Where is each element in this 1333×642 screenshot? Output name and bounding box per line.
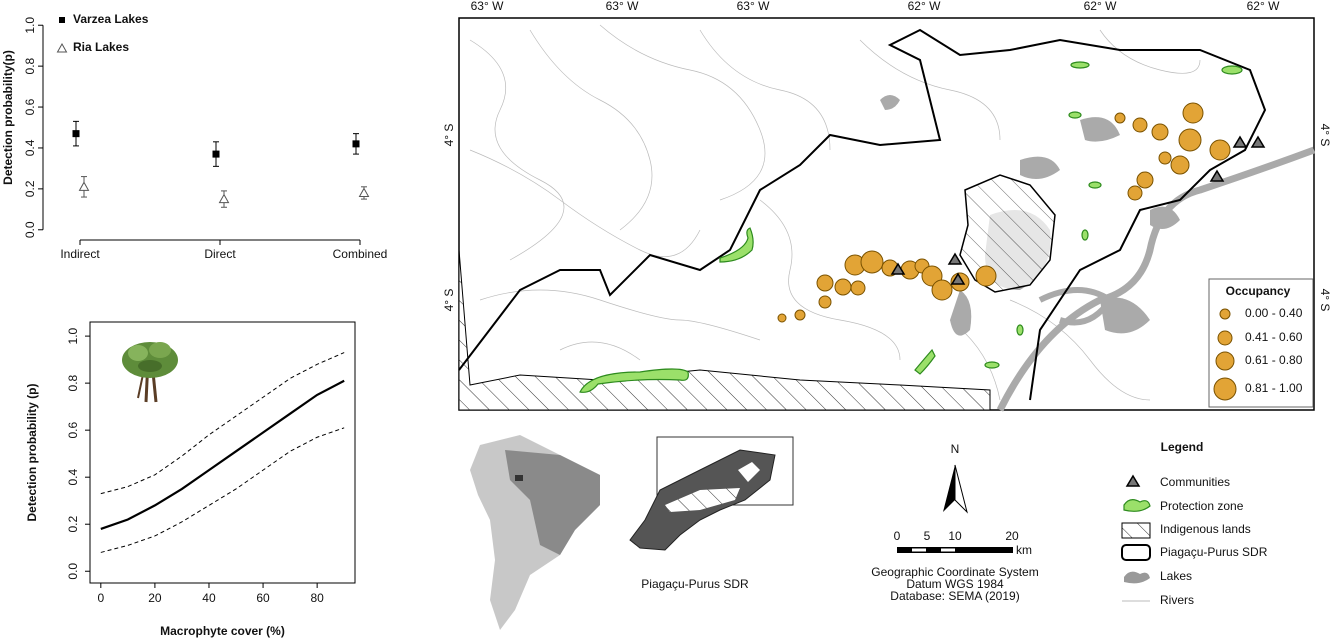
credit: Datum WGS 1984 bbox=[906, 577, 1004, 591]
legend-label: Varzea Lakes bbox=[73, 12, 149, 26]
legend-marker bbox=[59, 17, 65, 23]
y-axis-title: Detection probability (p) bbox=[25, 383, 39, 521]
legend-item: 0.41 - 0.60 bbox=[1245, 330, 1303, 344]
lon-label: 62° W bbox=[1084, 0, 1117, 13]
point bbox=[358, 187, 370, 197]
y-tick-label: 0.8 bbox=[66, 374, 80, 391]
x-tick-label: Direct bbox=[204, 247, 236, 261]
y-tick-label: 0.8 bbox=[23, 57, 37, 74]
lon-label: 62° W bbox=[1247, 0, 1280, 13]
credit: Database: SEMA (2019) bbox=[890, 589, 1019, 603]
map-frame bbox=[458, 17, 1315, 411]
scale-tick: 20 bbox=[1005, 529, 1019, 543]
scale-tick: 0 bbox=[894, 529, 901, 543]
legend-label: Ria Lakes bbox=[73, 40, 129, 54]
scale-unit: km bbox=[1016, 543, 1032, 557]
north-label: N bbox=[951, 442, 960, 456]
scale-bar: 0 5 10 20 km Geographic Coordinate Syste… bbox=[871, 529, 1038, 603]
ci-lower bbox=[100, 427, 345, 553]
y-tick-label: 0.2 bbox=[66, 516, 80, 533]
legend-title: Occupancy bbox=[1226, 284, 1291, 298]
detection-chart: 0.0 0.2 0.4 0.6 0.8 1.0 Detection probability(… bbox=[1, 12, 387, 261]
y-tick-label: 0.4 bbox=[23, 139, 37, 156]
y-tick-label: 0.4 bbox=[66, 469, 80, 486]
legend-title: Legend bbox=[1161, 440, 1204, 454]
occupancy-bubbles bbox=[777, 102, 1231, 323]
scale-tick: 5 bbox=[924, 529, 931, 543]
fit-line bbox=[100, 379, 345, 530]
south-america-inset bbox=[470, 435, 600, 630]
x-tick-label: 80 bbox=[310, 591, 324, 605]
lat-label: 4° S bbox=[1318, 289, 1332, 312]
lat-label: 4° S bbox=[1318, 124, 1332, 147]
y-tick-label: 0.0 bbox=[23, 221, 37, 238]
point bbox=[352, 140, 360, 148]
legend-item: 0.81 - 1.00 bbox=[1245, 381, 1303, 395]
x-tick-label: Indirect bbox=[60, 247, 100, 261]
legend-item: Rivers bbox=[1160, 593, 1194, 607]
inset-label: Piagaçu-Purus SDR bbox=[641, 577, 749, 591]
x-tick-label: 60 bbox=[256, 591, 270, 605]
lon-label: 62° W bbox=[908, 0, 941, 13]
y-axis-title: Detection probability(p) bbox=[1, 50, 15, 185]
x-axis-title: Macrophyte cover (%) bbox=[160, 624, 285, 638]
occupancy-legend: Occupancy 0.00 - 0.40 0.41 - 0.60 0.61 -… bbox=[1208, 278, 1314, 408]
point bbox=[72, 130, 80, 138]
y-tick-label: 0.2 bbox=[23, 180, 37, 197]
plot-frame bbox=[89, 321, 356, 584]
sdr-inset: Piagaçu-Purus SDR bbox=[629, 436, 794, 591]
x-tick-label: Combined bbox=[333, 247, 388, 261]
legend-item: Indigenous lands bbox=[1160, 522, 1251, 536]
scale-tick: 10 bbox=[948, 529, 962, 543]
sdr-boundary bbox=[458, 28, 1267, 401]
legend-item: Piagaçu-Purus SDR bbox=[1160, 545, 1268, 559]
credit: Geographic Coordinate System bbox=[871, 565, 1038, 579]
lat-label: 4° S bbox=[442, 124, 456, 147]
x-tick-label: 20 bbox=[148, 591, 162, 605]
point bbox=[218, 193, 230, 204]
protection-zones bbox=[579, 61, 1243, 393]
lat-label: 4° S bbox=[442, 289, 456, 312]
macrophyte-chart: 0.0 0.2 0.4 0.6 0.8 1.0 0 20 40 60 80 Macrophyte co… bbox=[25, 321, 356, 638]
legend-item: Lakes bbox=[1160, 569, 1192, 583]
y-tick-label: 0.6 bbox=[66, 421, 80, 438]
point bbox=[212, 150, 220, 158]
legend-marker bbox=[56, 42, 68, 53]
lon-label: 63° W bbox=[737, 0, 770, 13]
legend-item: Communities bbox=[1160, 475, 1230, 489]
communities bbox=[890, 135, 1266, 285]
legend-item: 0.61 - 0.80 bbox=[1245, 353, 1303, 367]
y-tick-label: 1.0 bbox=[66, 327, 80, 344]
y-tick-label: 0.0 bbox=[66, 563, 80, 580]
legend-item: Protection zone bbox=[1160, 499, 1244, 513]
ci-upper bbox=[100, 352, 345, 495]
legend-item: 0.00 - 0.40 bbox=[1245, 306, 1303, 320]
point bbox=[78, 181, 90, 191]
y-tick-label: 1.0 bbox=[23, 17, 37, 34]
map: 63° W 63° W 63° W 62° W 62° W 62° W 4° S… bbox=[442, 0, 1332, 412]
x-tick-label: 40 bbox=[202, 591, 216, 605]
indigenous-land bbox=[458, 249, 991, 411]
y-tick-label: 0.6 bbox=[23, 98, 37, 115]
rivers bbox=[469, 24, 1201, 401]
map-legend: Legend Communities Protection zone Indig… bbox=[1121, 440, 1268, 607]
plant-photo bbox=[122, 342, 178, 403]
north-arrow: N bbox=[943, 442, 968, 514]
lon-label: 63° W bbox=[471, 0, 504, 13]
lon-label: 63° W bbox=[606, 0, 639, 13]
indigenous-land bbox=[959, 174, 1056, 293]
x-tick-label: 0 bbox=[97, 591, 104, 605]
